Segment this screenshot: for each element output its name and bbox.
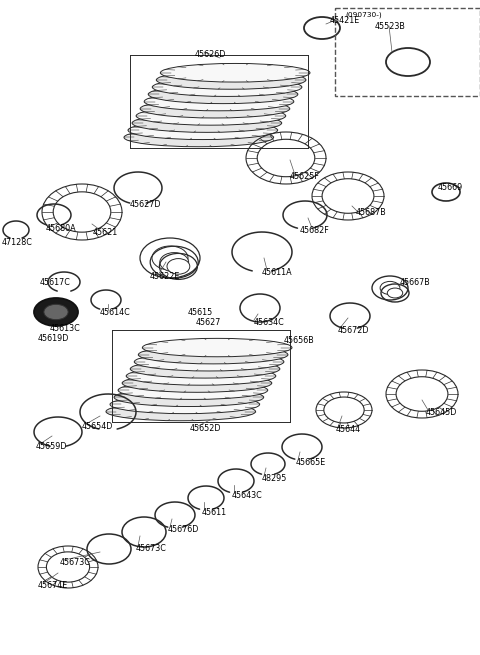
Text: 45645D: 45645D: [426, 408, 457, 417]
Ellipse shape: [396, 377, 448, 411]
Text: 45611: 45611: [202, 508, 227, 517]
Ellipse shape: [257, 140, 315, 177]
Text: 45613C: 45613C: [50, 324, 81, 333]
Ellipse shape: [152, 246, 188, 270]
Ellipse shape: [140, 100, 290, 118]
Text: 45680A: 45680A: [46, 224, 77, 233]
Text: 45611A: 45611A: [262, 268, 293, 277]
Text: 45523B: 45523B: [375, 22, 406, 31]
Text: 45644: 45644: [336, 425, 361, 434]
Text: 45622E: 45622E: [150, 272, 180, 281]
Text: 45659D: 45659D: [36, 442, 68, 451]
Text: 45654D: 45654D: [82, 422, 113, 431]
Ellipse shape: [128, 121, 277, 140]
Text: 45621: 45621: [93, 228, 118, 237]
Text: 47128C: 47128C: [2, 238, 33, 247]
Text: 45619D: 45619D: [38, 334, 70, 343]
Text: 45626D: 45626D: [195, 50, 227, 59]
Ellipse shape: [136, 107, 286, 125]
Ellipse shape: [130, 360, 280, 378]
Text: 45674E: 45674E: [38, 581, 68, 590]
Text: 45627: 45627: [196, 318, 221, 327]
Text: 48295: 48295: [262, 474, 288, 483]
Ellipse shape: [160, 64, 310, 82]
Ellipse shape: [144, 92, 294, 111]
Text: 45669: 45669: [438, 183, 463, 192]
Text: 45625F: 45625F: [290, 172, 320, 181]
Text: 45615: 45615: [188, 308, 213, 317]
Ellipse shape: [110, 395, 260, 414]
Text: 45634C: 45634C: [254, 318, 285, 327]
Text: 45676D: 45676D: [168, 525, 199, 534]
Ellipse shape: [124, 128, 274, 147]
Ellipse shape: [148, 85, 298, 103]
Ellipse shape: [143, 339, 292, 357]
Text: 45617C: 45617C: [40, 278, 71, 287]
Text: 45672D: 45672D: [338, 326, 370, 335]
Ellipse shape: [106, 402, 255, 421]
Text: 45643C: 45643C: [232, 491, 263, 500]
Text: 45656B: 45656B: [284, 336, 315, 345]
Text: 45652D: 45652D: [190, 424, 221, 433]
Text: 45673C: 45673C: [60, 558, 91, 567]
Text: 45673C: 45673C: [136, 544, 167, 553]
Ellipse shape: [167, 259, 190, 274]
Ellipse shape: [53, 192, 111, 232]
Ellipse shape: [387, 288, 403, 298]
Text: 45687B: 45687B: [356, 208, 387, 217]
Text: 45665E: 45665E: [296, 458, 326, 467]
Text: 45682F: 45682F: [300, 226, 330, 235]
Ellipse shape: [324, 397, 364, 423]
Ellipse shape: [380, 282, 400, 295]
Text: 45614C: 45614C: [100, 308, 131, 317]
Ellipse shape: [322, 179, 374, 214]
Ellipse shape: [132, 114, 282, 132]
Ellipse shape: [152, 78, 302, 96]
Ellipse shape: [114, 388, 264, 407]
Text: 45421E: 45421E: [330, 16, 360, 25]
Text: 45627D: 45627D: [130, 200, 161, 209]
Text: (090730-): (090730-): [345, 12, 382, 18]
Ellipse shape: [126, 367, 276, 385]
Ellipse shape: [118, 381, 268, 400]
Ellipse shape: [34, 298, 78, 326]
Ellipse shape: [156, 71, 306, 89]
Ellipse shape: [160, 253, 189, 272]
Ellipse shape: [134, 352, 284, 371]
Text: 45667B: 45667B: [400, 278, 431, 287]
Ellipse shape: [138, 345, 288, 364]
Ellipse shape: [122, 374, 272, 392]
Ellipse shape: [47, 552, 90, 582]
Ellipse shape: [44, 305, 68, 320]
